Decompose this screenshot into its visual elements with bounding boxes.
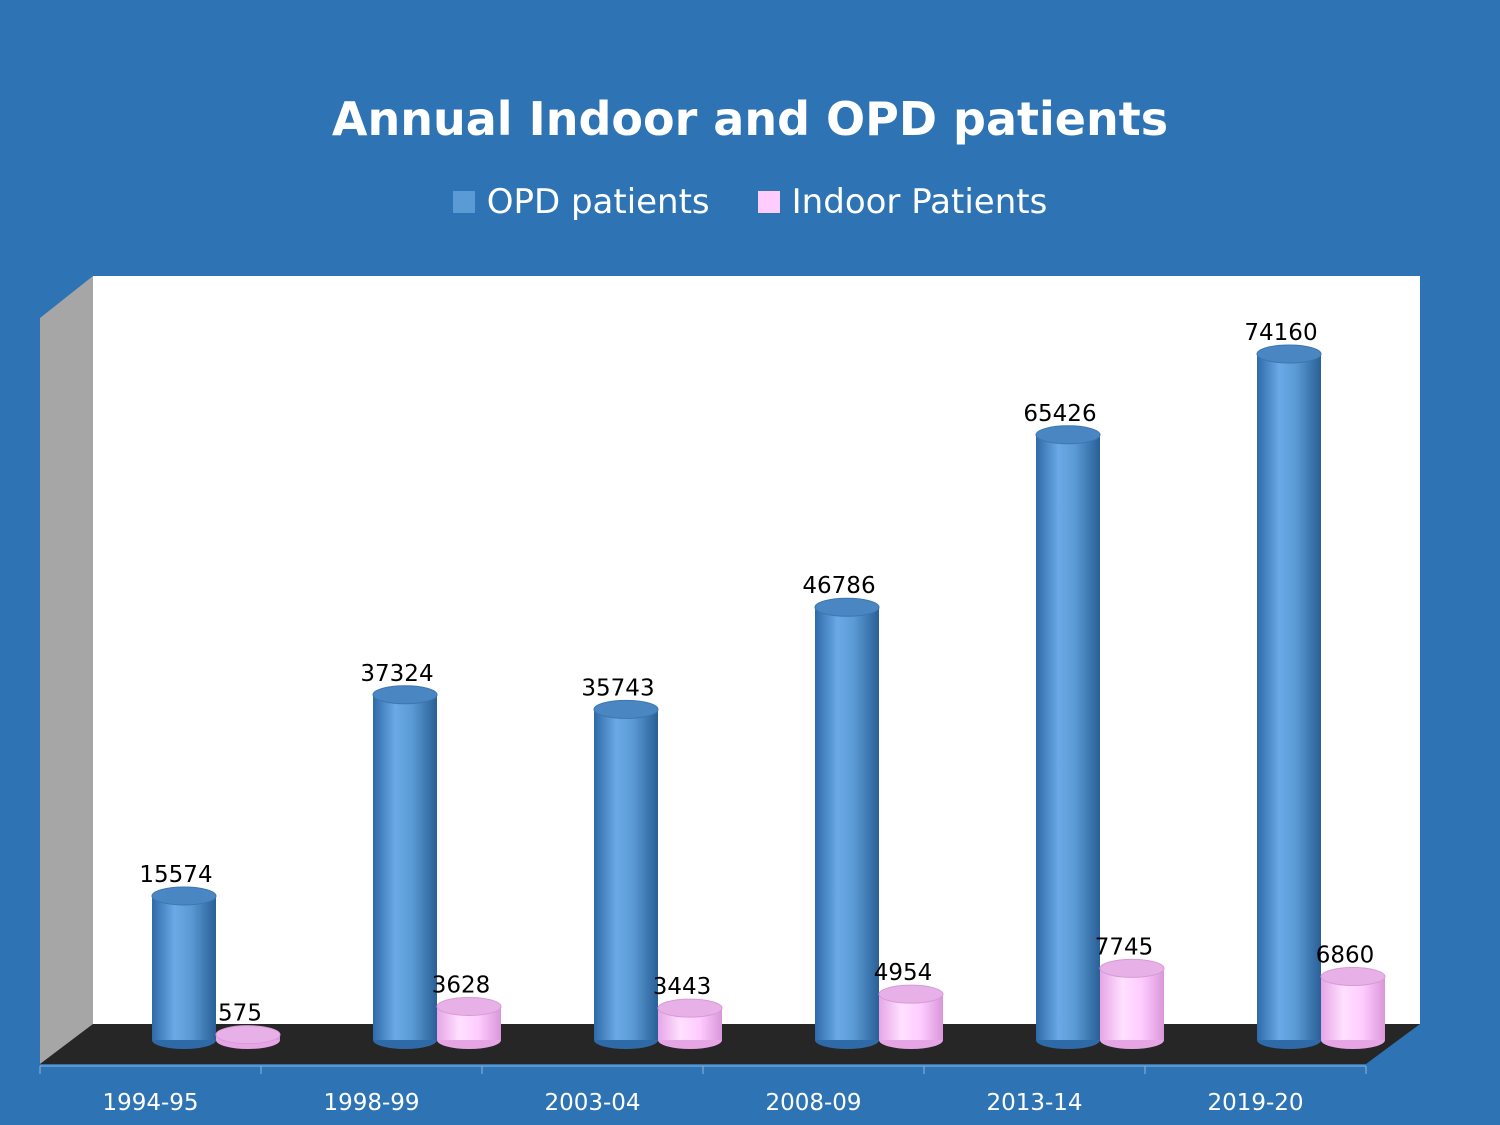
bar-opd-2013-14[interactable] [1035,425,1101,1049]
bar-body-indoor-2019-20 [1321,976,1385,1040]
legend-item-opd[interactable]: OPD patients [452,182,710,222]
chart-title: Annual Indoor and OPD patients [331,92,1169,146]
data-label-indoor-1994-95: 575 [218,1001,262,1027]
bar-top-opd-1994-95 [151,886,217,906]
data-label-opd-2019-20: 74160 [1244,320,1317,346]
bar-body-opd-2013-14 [1036,434,1100,1040]
bar-opd-2019-20[interactable] [1256,344,1322,1049]
x-tick-label-2013-14: 2013-14 [986,1090,1082,1116]
back-wall [93,276,1420,1024]
x-tick-label-2019-20: 2019-20 [1207,1090,1303,1116]
legend-item-indoor[interactable]: Indoor Patients [757,182,1048,222]
bar-top-indoor-2008-09 [878,984,944,1004]
x-tick-label-1998-99: 1998-99 [323,1090,419,1116]
legend-label-opd: OPD patients [486,182,710,222]
data-label-opd-2013-14: 65426 [1023,401,1096,427]
bar-body-opd-1994-95 [152,895,216,1040]
x-tick-label-2003-04: 2003-04 [544,1090,640,1116]
data-label-indoor-2008-09: 4954 [874,960,933,986]
bar-top-indoor-1994-95 [215,1025,281,1045]
x-tick-label-2008-09: 2008-09 [765,1090,861,1116]
data-label-indoor-2013-14: 7745 [1095,934,1154,960]
bar-top-indoor-1998-99 [436,996,502,1016]
data-label-indoor-1998-99: 3628 [432,972,491,998]
bar-body-opd-1998-99 [373,694,437,1040]
legend-swatch-opd [452,191,475,213]
bar-indoor-1994-95[interactable] [215,1025,281,1049]
data-label-indoor-2003-04: 3443 [653,974,712,1000]
bars-layer: 15574 575 37324 3628 35743 3443 46786 4954 65426… [139,320,1386,1049]
legend: OPD patients Indoor Patients [0,182,1500,222]
bar-top-opd-2008-09 [814,597,880,617]
data-label-opd-1998-99: 37324 [360,661,433,687]
data-label-opd-2008-09: 46786 [802,573,875,599]
bar-top-indoor-2019-20 [1320,967,1386,987]
bar-opd-1994-95[interactable] [151,886,217,1049]
bar-top-opd-2013-14 [1035,425,1101,445]
bar-indoor-1998-99[interactable] [436,996,502,1049]
side-wall [40,276,93,1064]
data-label-indoor-2019-20: 6860 [1316,943,1375,969]
data-label-opd-2003-04: 35743 [581,675,654,701]
legend-label-indoor: Indoor Patients [791,182,1048,222]
data-label-opd-1994-95: 15574 [139,862,212,888]
bar-indoor-2008-09[interactable] [878,984,944,1049]
bar-top-opd-2003-04 [593,699,659,719]
bar-indoor-2003-04[interactable] [657,998,723,1049]
bar-top-opd-1998-99 [372,685,438,705]
bar-body-opd-2003-04 [594,709,658,1040]
bar-body-opd-2008-09 [815,607,879,1040]
bar-opd-2003-04[interactable] [593,699,659,1049]
bar-opd-2008-09[interactable] [814,597,880,1049]
bar-top-indoor-2013-14 [1099,958,1165,978]
legend-swatch-indoor [757,191,780,213]
bar-indoor-2013-14[interactable] [1099,958,1165,1049]
bar-top-indoor-2003-04 [657,998,723,1018]
bar-body-indoor-2013-14 [1100,968,1164,1040]
bar-indoor-2019-20[interactable] [1320,967,1386,1049]
bar-top-opd-2019-20 [1256,344,1322,364]
x-tick-label-1994-95: 1994-95 [102,1090,198,1116]
x-axis: 1994-95 1998-99 2003-04 2008-09 2013-14 2019-… [39,1066,1367,1116]
bar-body-opd-2019-20 [1257,354,1321,1040]
bar-opd-1998-99[interactable] [372,685,438,1049]
